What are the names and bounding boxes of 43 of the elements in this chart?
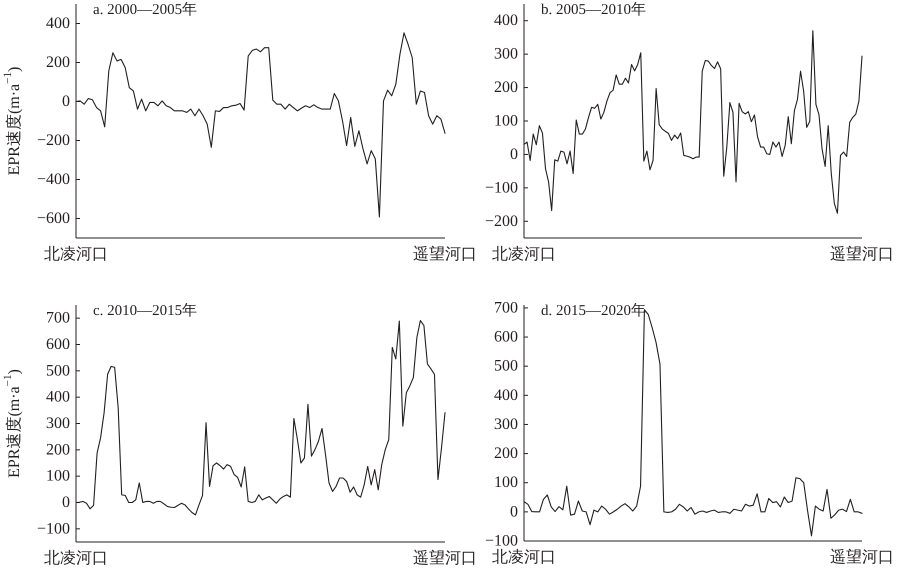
y-tick-label: 0 xyxy=(510,146,518,163)
y-tick-label: 400 xyxy=(494,386,518,404)
y-tick-label: 300 xyxy=(494,46,518,63)
y-tick-label: 700 xyxy=(494,299,518,316)
y-tick-label: 0 xyxy=(62,93,70,110)
y-tick-label: 400 xyxy=(494,12,518,30)
y-tick-label: 100 xyxy=(46,468,70,485)
y-tick-label: 600 xyxy=(46,336,70,353)
y-tick-label: −200 xyxy=(36,132,70,149)
y-tick-label: −200 xyxy=(484,212,518,230)
y-tick-label: 200 xyxy=(46,441,70,458)
y-tick-label: −100 xyxy=(484,179,518,196)
y-tick-label: 0 xyxy=(510,503,518,520)
x-tick-label: 北凌河口 xyxy=(492,245,556,263)
y-tick-label: 300 xyxy=(46,415,70,432)
chart-title: c. 2010—2015年 xyxy=(93,302,198,319)
y-tick-label: 200 xyxy=(494,79,518,96)
y-tick-label: −100 xyxy=(484,532,518,550)
x-tick-label: 遥望河口 xyxy=(830,548,894,566)
y-tick-label: 400 xyxy=(46,15,70,32)
y-tick-label: 0 xyxy=(62,494,70,511)
x-tick-label: 遥望河口 xyxy=(413,549,477,567)
y-tick-label: 700 xyxy=(46,310,70,327)
chart-title: a. 2000—2005年 xyxy=(93,1,198,18)
y-tick-label: 200 xyxy=(46,54,70,71)
y-tick-label: −600 xyxy=(36,210,70,227)
y-tick-label: 100 xyxy=(494,112,518,130)
x-tick-label: 北凌河口 xyxy=(44,549,108,567)
y-tick-label: 500 xyxy=(46,362,70,380)
y-tick-label: 600 xyxy=(494,328,518,346)
y-tick-label: 500 xyxy=(494,358,518,375)
chart-title: b. 2005—2010年 xyxy=(541,1,646,18)
chart-title: d. 2015—2020年 xyxy=(541,302,646,319)
x-tick-label: 遥望河口 xyxy=(413,245,477,263)
x-tick-label: 遥望河口 xyxy=(830,245,894,263)
y-tick-label: 300 xyxy=(494,416,518,433)
x-tick-label: 北凌河口 xyxy=(492,548,556,566)
y-tick-label: 200 xyxy=(494,445,518,462)
y-tick-label: −100 xyxy=(36,520,70,538)
y-tick-label: 100 xyxy=(494,474,518,492)
y-tick-label: 400 xyxy=(46,388,70,406)
x-tick-label: 北凌河口 xyxy=(44,245,108,263)
y-tick-label: −400 xyxy=(36,171,70,188)
